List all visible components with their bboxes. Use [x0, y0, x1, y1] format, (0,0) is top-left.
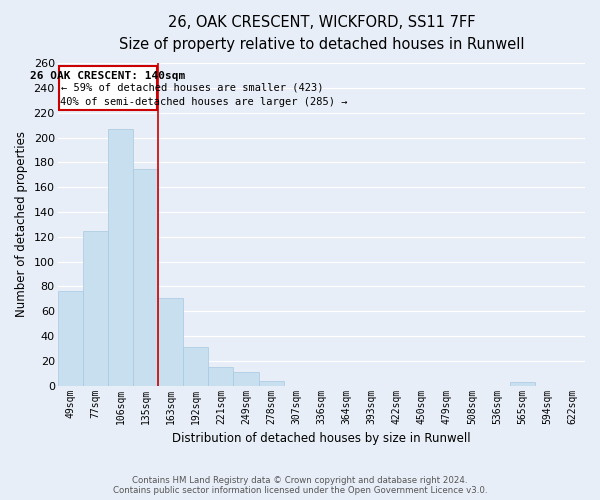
Bar [83, 230, 108, 386]
FancyBboxPatch shape [59, 66, 157, 110]
Y-axis label: Number of detached properties: Number of detached properties [15, 132, 28, 318]
Text: 26 OAK CRESCENT: 140sqm: 26 OAK CRESCENT: 140sqm [30, 70, 185, 81]
Bar [58, 292, 83, 386]
X-axis label: Distribution of detached houses by size in Runwell: Distribution of detached houses by size … [172, 432, 470, 445]
Bar [108, 129, 133, 386]
Bar [509, 382, 535, 386]
Text: ← 59% of detached houses are smaller (423): ← 59% of detached houses are smaller (42… [61, 83, 324, 93]
Bar [233, 372, 259, 386]
Bar [183, 347, 208, 386]
Text: 40% of semi-detached houses are larger (285) →: 40% of semi-detached houses are larger (… [60, 96, 347, 106]
Bar [208, 367, 233, 386]
Title: 26, OAK CRESCENT, WICKFORD, SS11 7FF
Size of property relative to detached house: 26, OAK CRESCENT, WICKFORD, SS11 7FF Siz… [119, 15, 524, 52]
Bar [259, 380, 284, 386]
Bar [158, 298, 183, 386]
Bar [133, 168, 158, 386]
Text: Contains HM Land Registry data © Crown copyright and database right 2024.
Contai: Contains HM Land Registry data © Crown c… [113, 476, 487, 495]
